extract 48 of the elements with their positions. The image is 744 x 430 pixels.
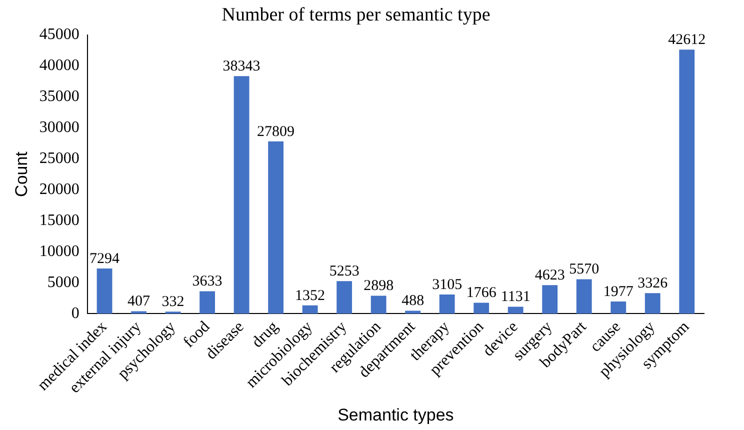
data-label: 1352 xyxy=(295,288,326,304)
bar xyxy=(610,301,626,314)
y-tick-label: 0 xyxy=(71,304,80,322)
bar xyxy=(268,141,284,314)
bar xyxy=(200,291,215,314)
bar xyxy=(96,268,112,314)
y-tick-label: 20000 xyxy=(39,180,80,198)
y-tick-label: 35000 xyxy=(39,88,80,105)
bar xyxy=(131,311,146,314)
bar xyxy=(336,281,352,314)
bar xyxy=(679,50,695,314)
chart-title: Number of terms per semantic type xyxy=(222,4,490,26)
data-label: 7294 xyxy=(90,250,120,267)
data-label: 407 xyxy=(128,294,151,310)
data-label: 1131 xyxy=(500,289,530,306)
data-label: 3105 xyxy=(432,276,462,293)
data-label: 1766 xyxy=(466,285,497,302)
bar xyxy=(644,293,660,314)
y-axis-title: Count xyxy=(12,151,31,197)
bar xyxy=(234,76,250,314)
data-label: 332 xyxy=(162,294,184,310)
data-label: 3633 xyxy=(192,274,222,290)
bar xyxy=(508,306,524,314)
data-label: 42612 xyxy=(668,32,706,48)
data-label: 1977 xyxy=(603,284,634,300)
y-tick-label: 30000 xyxy=(39,118,80,136)
y-tick-label: 15000 xyxy=(39,212,80,229)
data-label: 5570 xyxy=(569,262,600,278)
data-label: 4623 xyxy=(534,268,565,284)
y-tick-label: 45000 xyxy=(39,26,80,44)
data-label: 488 xyxy=(402,293,424,310)
bar xyxy=(576,279,592,314)
bar xyxy=(302,305,318,314)
bar xyxy=(405,310,421,314)
data-label: 5253 xyxy=(329,264,360,280)
bar xyxy=(474,302,490,314)
data-label: 2898 xyxy=(364,278,394,294)
y-tick-label: 40000 xyxy=(39,56,80,74)
y-tick-label: 25000 xyxy=(39,150,80,167)
bar xyxy=(542,285,558,314)
y-tick-label: 5000 xyxy=(47,274,80,291)
data-label: 3326 xyxy=(638,276,668,292)
x-axis-title: Semantic types xyxy=(338,405,454,424)
data-label: 38343 xyxy=(222,58,260,74)
bar xyxy=(370,296,386,314)
y-tick-label: 10000 xyxy=(39,242,80,260)
bar xyxy=(439,294,455,314)
data-label: 27809 xyxy=(257,124,295,140)
